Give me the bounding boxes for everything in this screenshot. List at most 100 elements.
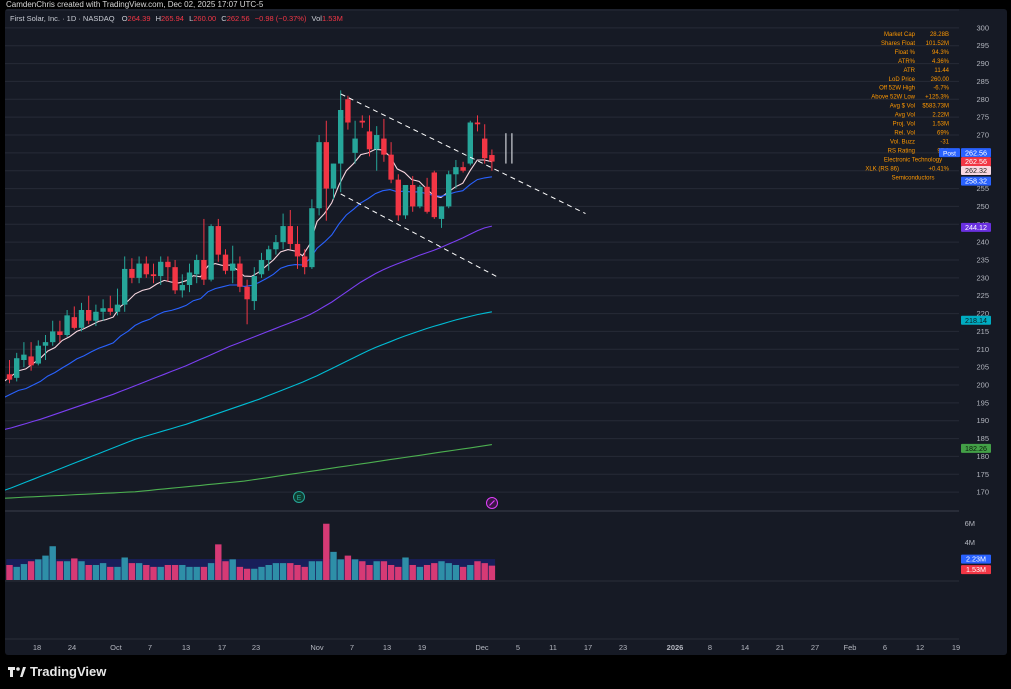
candle-body [402,185,409,216]
candle-body [14,358,20,378]
volume-bar [49,546,56,580]
time-tick-label: 6 [883,643,887,652]
volume-bar [409,564,416,580]
stat-label: Vol. Buzz [890,139,915,145]
volume-average-band [6,559,496,580]
time-tick-label: Dec [475,643,489,652]
candle-body [136,263,142,278]
time-tick-label: Feb [844,643,857,652]
stat-value: +125.3% [925,95,950,101]
candle-body [150,274,157,277]
price-tick-label: 205 [976,363,989,372]
volume-bar [315,561,323,580]
candle-body [431,172,437,218]
sma200-tag: 182.26 [965,444,987,453]
volume-bar [229,559,236,580]
industry-label: Semiconductors [891,175,934,181]
price-tick-label: 190 [976,416,989,425]
volume-bar [474,561,481,580]
price-tick-label: 285 [976,77,989,86]
price-chart[interactable]: E First Solar, Inc. · 1D · NASDAQ O264.3… [5,9,1007,655]
trendline [340,193,500,279]
stat-value: 1.53M [932,122,949,128]
volume-bar [279,563,287,580]
candle-body [64,315,70,335]
series-line-sma100 [5,311,493,491]
volume-bar [251,568,258,580]
candle-body [251,276,257,302]
volume-bar [27,561,35,580]
volume-bar [215,544,222,580]
volume-bar [452,564,460,580]
candle-body [266,249,272,260]
volume-bar [200,566,208,580]
volume-bar [323,523,330,580]
low-value: 260.00 [193,14,216,23]
candle-body [165,261,171,268]
post-price-tag: 262.56 [965,148,987,157]
volume-bar [301,566,308,580]
volume-bar [164,564,172,580]
volume-bar [344,555,352,580]
series-line-sma200 [5,444,492,499]
volume-bar [56,561,64,580]
time-axis[interactable]: 18 24 Oct 7 13 17 23 Nov 7 13 19 Dec 5 11 17 23 2026 8 14 2… [33,643,960,652]
volume-bar [236,566,244,580]
volume-bar [445,563,452,580]
volume-bar [114,566,121,580]
stat-label: Avg Vol [895,113,915,119]
earnings-icon[interactable]: E [293,491,305,503]
candle-body [71,317,77,328]
dividend-split-icon[interactable] [486,497,498,509]
volume-bar [171,564,179,580]
volume-bar [488,565,496,580]
stat-label: Proj. Vol [893,122,915,128]
price-axis[interactable]: 170 175 180 185 190 195 200 205 210 215 220 225 230 2… [965,23,989,565]
volume-average-tag-bg [961,554,991,564]
price-tick-label: 180 [976,452,989,461]
ema8-tag-bg [961,165,991,175]
volume-bar [150,566,157,580]
stat-label: Off 52W High [879,86,915,92]
chart-panel: E First Solar, Inc. · 1D · NASDAQ O264.3… [5,9,1007,655]
volume-last-tag: 1.53M [966,565,986,574]
stat-label: ATR% [898,59,916,65]
change-value: −0.98 (−0.37%) [255,14,307,23]
series-line-sma50 [5,225,493,430]
volume-bar [351,559,359,580]
candle-body [467,122,473,164]
candle-body [122,268,128,305]
price-tick-label: 270 [976,131,989,140]
candle-body [374,135,380,150]
candle-body [417,186,423,207]
candle-body [6,374,13,380]
trendline [340,93,586,215]
price-tick-label: 195 [976,398,989,407]
candle-body [294,243,301,257]
candle-body [230,263,236,271]
candle-body [78,310,85,328]
volume-bar [128,563,136,580]
price-tick-label: 250 [976,202,989,211]
candle-body [460,167,466,171]
open-value: 264.39 [128,14,151,23]
brand: TradingView [8,664,106,679]
svg-text:E: E [297,495,302,502]
candle-body [453,167,459,175]
tradingview-logo-icon [8,666,26,677]
post-tag: Post [943,150,956,157]
price-tick-label: 220 [976,309,989,318]
volume-bar [366,564,373,580]
xlk-label: XLK (RS 86) [865,166,899,172]
volume-bar [402,557,409,580]
time-tick-label: 18 [33,643,41,652]
price-tags: Post 262.56262.56262.32258.32244.12218.14… [939,148,991,574]
candle-body [381,138,387,155]
price-tick-label: 275 [976,113,989,122]
volume-bar [13,566,20,580]
volume-bar [222,561,229,580]
candle-body [446,174,452,207]
price-tick-label: 240 [976,238,989,247]
candle-body [273,242,279,250]
